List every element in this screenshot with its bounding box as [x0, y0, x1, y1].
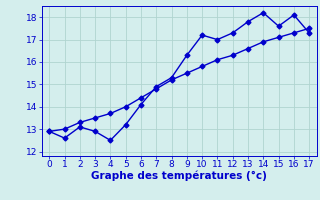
- X-axis label: Graphe des températures (°c): Graphe des températures (°c): [91, 171, 267, 181]
